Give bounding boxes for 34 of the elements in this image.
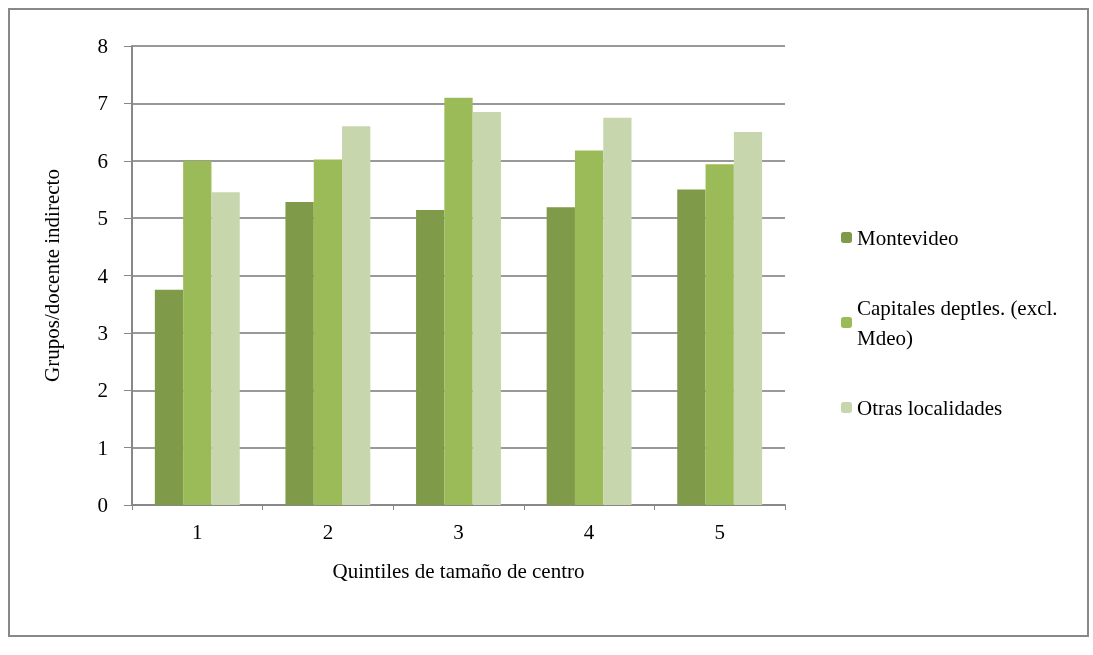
y-tick-label: 2 [97,378,108,403]
legend-label: Capitales deptles. (excl. Mdeo) [857,295,1063,350]
bar [154,289,184,505]
y-tick-label: 3 [97,320,108,345]
y-tick-label: 0 [97,493,108,517]
y-tick-label: 6 [97,148,108,173]
x-tick-label: 1 [192,519,203,544]
bar [603,117,632,505]
x-axis-title: Quintiles de tamaño de centro [332,558,585,583]
bar [183,160,212,505]
bar [733,132,763,505]
x-tick-label: 5 [714,519,725,544]
bar [472,111,501,505]
bar [574,150,604,505]
x-tick-label: 2 [322,519,334,544]
legend-label: Montevideo [857,225,959,250]
y-axis-title: Grupos/docente indirecto [39,169,64,382]
y-tick-label: 7 [97,91,108,116]
bar [313,159,343,505]
y-tick-label: 5 [97,206,108,231]
bar [285,202,314,505]
bar [342,126,371,505]
bar [416,210,445,505]
x-tick-label: 4 [583,519,595,544]
bar [211,192,240,505]
y-tick-label: 8 [97,34,108,58]
y-tick-label: 1 [97,435,108,460]
bar [444,97,473,505]
legend-label: Otras localidades [857,395,1003,420]
y-tick-label: 4 [97,263,109,288]
bar [677,189,706,505]
bar [546,207,575,505]
bar [705,164,734,505]
x-tick-label: 3 [453,519,464,544]
